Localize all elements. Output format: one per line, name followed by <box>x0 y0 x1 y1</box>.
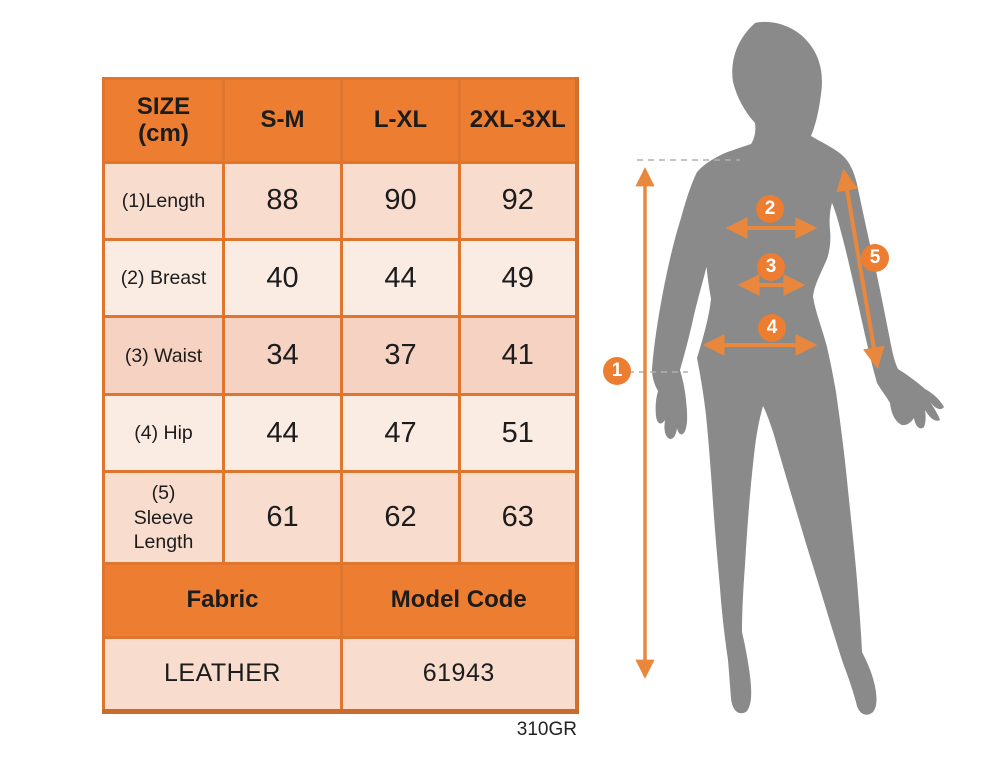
header-cell-size-2xl3xl: 2XL-3XL <box>458 77 579 164</box>
female-silhouette <box>652 21 944 715</box>
measurement-marker-5: 5 <box>861 244 889 272</box>
measurement-diagram <box>590 0 991 759</box>
length-value-2xl3xl: 92 <box>458 160 579 242</box>
model-code-header-cell: Model Code <box>340 562 579 639</box>
row-label-hip: (4) Hip <box>102 392 225 474</box>
breast-value-sm: 40 <box>222 238 343 319</box>
row-label-sleeve-length: (5) Sleeve Length <box>102 470 225 566</box>
breast-value-lxl: 44 <box>340 238 461 319</box>
fabric-header-cell: Fabric <box>102 562 343 639</box>
table-row-breast: (2) Breast 40 44 49 <box>102 238 579 319</box>
measurement-marker-3: 3 <box>757 253 785 281</box>
sleeve-arrow <box>836 168 885 370</box>
sleeve-value-lxl: 62 <box>340 470 461 566</box>
sleeve-value-2xl3xl: 63 <box>458 470 579 566</box>
size-chart-header-row: SIZE (cm) S-M L-XL 2XL-3XL <box>102 77 579 164</box>
table-row-length: (1)Length 88 90 92 <box>102 160 579 242</box>
table-row-waist: (3) Waist 34 37 41 <box>102 315 579 396</box>
hip-value-2xl3xl: 51 <box>458 392 579 474</box>
waist-value-2xl3xl: 41 <box>458 315 579 396</box>
header-cell-size-unit: SIZE (cm) <box>102 77 225 164</box>
sleeve-value-sm: 61 <box>222 470 343 566</box>
header-cell-size-sm: S-M <box>222 77 343 164</box>
weight-note: 310GR <box>516 719 577 740</box>
row-label-length: (1)Length <box>102 160 225 242</box>
hip-value-lxl: 47 <box>340 392 461 474</box>
waist-value-sm: 34 <box>222 315 343 396</box>
row-label-waist: (3) Waist <box>102 315 225 396</box>
size-chart: SIZE (cm) S-M L-XL 2XL-3XL (1)Length 88 … <box>102 77 579 715</box>
fabric-value-cell: LEATHER <box>102 635 343 715</box>
sleeve-length-label: (5) Sleeve Length <box>133 482 194 553</box>
table-row-sleeve-length: (5) Sleeve Length 61 62 63 <box>102 470 579 566</box>
size-unit-label: SIZE (cm) <box>136 92 191 148</box>
length-value-lxl: 90 <box>340 160 461 242</box>
waist-value-lxl: 37 <box>340 315 461 396</box>
measurement-marker-4: 4 <box>758 314 786 342</box>
row-label-breast: (2) Breast <box>102 238 225 319</box>
table-row-footer-header: Fabric Model Code <box>102 562 579 639</box>
size-chart-table: SIZE (cm) S-M L-XL 2XL-3XL (1)Length 88 … <box>102 77 579 715</box>
header-cell-size-lxl: L-XL <box>340 77 461 164</box>
model-code-value-cell: 61943 <box>340 635 579 715</box>
measurement-marker-1: 1 <box>603 357 631 385</box>
table-row-footer-values: LEATHER 61943 <box>102 635 579 715</box>
measurement-marker-2: 2 <box>756 195 784 223</box>
table-row-hip: (4) Hip 44 47 51 <box>102 392 579 474</box>
female-silhouette-svg <box>628 21 944 715</box>
hip-value-sm: 44 <box>222 392 343 474</box>
breast-value-2xl3xl: 49 <box>458 238 579 319</box>
length-value-sm: 88 <box>222 160 343 242</box>
